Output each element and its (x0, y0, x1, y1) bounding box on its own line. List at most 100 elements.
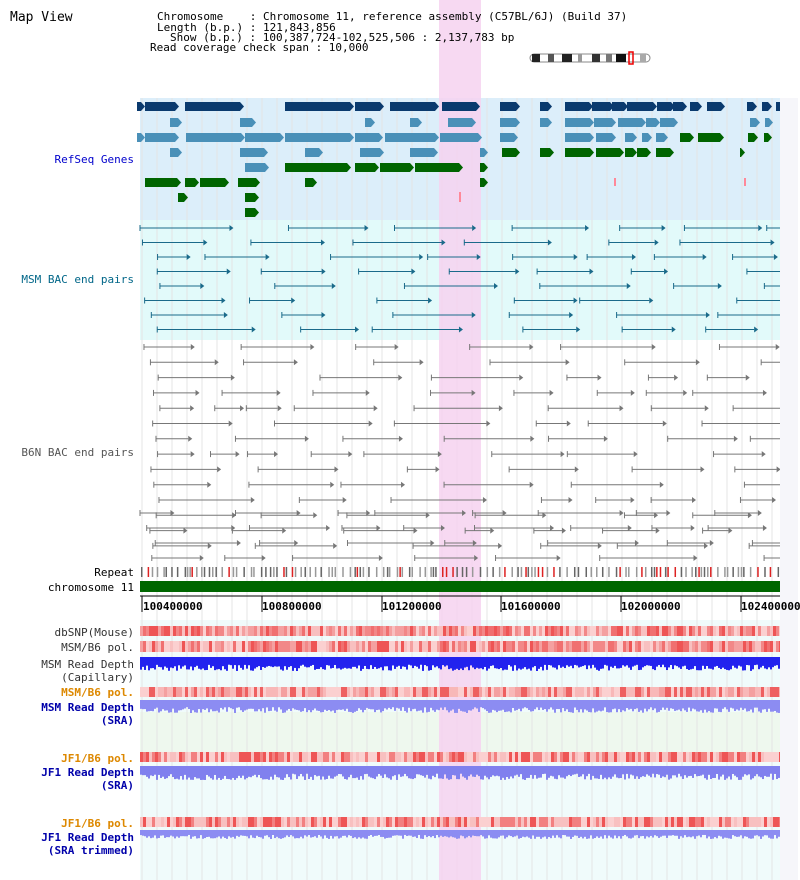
depth-bar (370, 700, 372, 710)
heat-cell (536, 641, 539, 652)
depth-bar (352, 766, 354, 779)
heat-cell (440, 626, 443, 636)
depth-bar (316, 657, 318, 669)
depth-bar (184, 830, 186, 837)
heat-cell (698, 687, 701, 697)
track-label-jf1-depth-trim[interactable]: JF1 Read Depth (41, 831, 134, 844)
heat-cell (215, 687, 218, 697)
heat-cell (179, 687, 182, 697)
depth-bar (572, 657, 574, 669)
depth-bar (444, 830, 446, 837)
heat-cell (245, 626, 248, 636)
depth-bar (298, 830, 300, 839)
depth-bar (684, 657, 686, 666)
depth-bar (534, 766, 536, 776)
heat-cell (542, 752, 545, 762)
heat-cell (596, 817, 599, 827)
heat-cell (497, 687, 500, 697)
depth-bar (270, 830, 272, 839)
depth-bar (182, 830, 184, 837)
depth-bar (172, 766, 174, 778)
repeat-mark (354, 567, 356, 577)
heat-cell (662, 687, 665, 697)
track-label-dbsnp[interactable]: dbSNP(Mouse) (54, 626, 134, 639)
depth-bar (406, 830, 408, 837)
depth-bar (252, 700, 254, 709)
depth-bar (544, 657, 546, 665)
depth-bar (390, 700, 392, 710)
heat-cell (362, 626, 365, 636)
depth-bar (194, 657, 196, 668)
heat-cell (392, 641, 395, 652)
depth-bar (744, 766, 746, 775)
heat-cell (329, 752, 332, 762)
heat-cell (527, 626, 530, 636)
gene-arrow (768, 102, 772, 111)
b6n-bac-pair-end (728, 527, 733, 534)
heat-cell (554, 641, 557, 652)
depth-bar (668, 766, 670, 780)
depth-bar (660, 830, 662, 837)
depth-bar (632, 766, 634, 776)
repeat-mark (517, 567, 519, 577)
gene-feature (540, 148, 550, 157)
heat-cell (710, 752, 713, 762)
track-label-msm-depth-sra[interactable]: MSM Read Depth (41, 701, 134, 714)
heat-cell (308, 626, 311, 636)
track-label-jf1-depth[interactable]: JF1 Read Depth (41, 766, 134, 779)
track-label-msm-bac[interactable]: MSM BAC end pairs (21, 273, 134, 286)
heat-cell (521, 687, 524, 697)
depth-bar (200, 766, 202, 780)
heat-cell (683, 817, 686, 827)
gene-arrow (720, 133, 724, 142)
depth-bar (468, 766, 470, 777)
track-label-b6n-bac[interactable]: B6N BAC end pairs (21, 446, 134, 459)
track-label-msm-depth-cap[interactable]: MSM Read Depth (41, 658, 134, 671)
depth-bar (248, 700, 250, 709)
heat-cell (659, 687, 662, 697)
heat-cell (233, 641, 236, 652)
depth-bar (218, 766, 220, 778)
heat-cell (395, 752, 398, 762)
heat-cell (257, 817, 260, 827)
b6n-bac-pair-end (235, 451, 240, 458)
gene-arrow (612, 118, 616, 127)
info-chromosome: Chromosome : Chromosome 11, reference as… (157, 10, 628, 23)
heat-cell (140, 687, 143, 697)
heat-cell (335, 626, 338, 636)
track-label-msm-b6-pol-2[interactable]: MSM/B6 pol. (61, 686, 134, 699)
b6n-bac-pair-end (471, 389, 476, 396)
heat-cell (440, 752, 443, 762)
heat-cell (758, 641, 761, 652)
heat-cell (626, 817, 629, 827)
depth-bar (722, 657, 724, 668)
heat-cell (593, 817, 596, 827)
heat-cell (599, 626, 602, 636)
heat-cell (278, 626, 281, 636)
heat-cell (437, 641, 440, 652)
heat-cell (743, 817, 746, 827)
depth-bar (412, 700, 414, 710)
heat-cell (686, 626, 689, 636)
heat-cell (338, 752, 341, 762)
depth-bar (582, 830, 584, 839)
track-label-repeat[interactable]: Repeat (94, 566, 134, 579)
depth-bar (280, 700, 282, 710)
heat-cell (197, 687, 200, 697)
heat-cell (767, 641, 770, 652)
depth-bar (648, 766, 650, 776)
depth-bar (678, 700, 680, 710)
depth-bar (676, 700, 678, 711)
track-label-jf1-b6-pol-1[interactable]: JF1/B6 pol. (61, 752, 134, 765)
track-label-refseq[interactable]: RefSeq Genes (54, 153, 134, 166)
depth-bar (198, 657, 200, 669)
depth-bar (312, 657, 314, 665)
track-label-jf1-b6-pol-2[interactable]: JF1/B6 pol. (61, 817, 134, 830)
repeat-mark (737, 567, 740, 577)
depth-bar (480, 657, 482, 669)
heat-cell (551, 641, 554, 652)
depth-bar (706, 830, 708, 839)
heat-cell (323, 641, 326, 652)
track-label-msm-b6-pol-1[interactable]: MSM/B6 pol. (61, 641, 134, 654)
repeat-mark (186, 567, 189, 577)
